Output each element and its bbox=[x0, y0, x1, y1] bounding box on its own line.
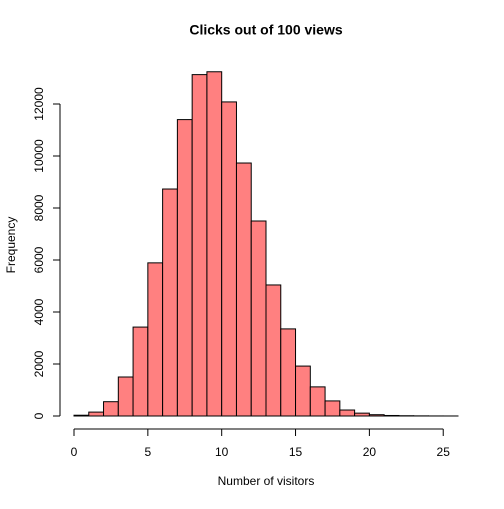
bar bbox=[251, 221, 266, 416]
bar bbox=[281, 329, 296, 416]
y-tick-label: 6000 bbox=[32, 246, 46, 273]
y-tick-label: 12000 bbox=[32, 87, 46, 121]
x-tick-label: 0 bbox=[71, 445, 78, 459]
bar bbox=[133, 327, 148, 416]
bar bbox=[340, 410, 355, 416]
y-axis-label: Frequency bbox=[4, 217, 18, 274]
y-tick-label: 8000 bbox=[32, 194, 46, 221]
bar bbox=[89, 412, 104, 416]
bar bbox=[296, 366, 311, 416]
x-axis-label: Number of visitors bbox=[218, 474, 315, 488]
bar bbox=[325, 401, 340, 416]
bar bbox=[163, 189, 178, 416]
x-tick-label: 20 bbox=[363, 445, 377, 459]
bar bbox=[74, 415, 89, 416]
x-tick-label: 5 bbox=[145, 445, 152, 459]
y-tick-label: 0 bbox=[32, 412, 46, 419]
bar bbox=[310, 387, 325, 416]
y-tick-label: 10000 bbox=[32, 139, 46, 173]
bar bbox=[236, 163, 251, 416]
bar bbox=[369, 415, 384, 416]
bar bbox=[355, 413, 370, 416]
x-tick-label: 10 bbox=[215, 445, 229, 459]
bar bbox=[118, 377, 133, 416]
chart-title: Clicks out of 100 views bbox=[189, 22, 342, 38]
bar bbox=[222, 102, 237, 416]
bar bbox=[384, 415, 399, 416]
bar bbox=[266, 285, 281, 416]
bar bbox=[177, 120, 192, 416]
bar bbox=[104, 402, 119, 416]
y-tick-label: 2000 bbox=[32, 350, 46, 377]
y-tick-label: 4000 bbox=[32, 298, 46, 325]
x-tick-label: 25 bbox=[437, 445, 451, 459]
bar bbox=[148, 263, 163, 416]
x-tick-label: 15 bbox=[289, 445, 303, 459]
bar bbox=[192, 75, 207, 416]
bar bbox=[207, 72, 222, 416]
